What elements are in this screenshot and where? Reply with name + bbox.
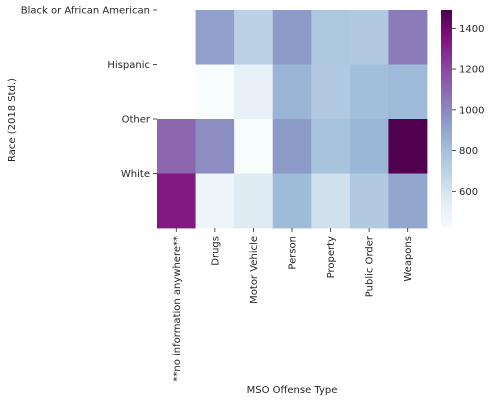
heatmap-cell bbox=[388, 119, 428, 174]
x-axis-label: MSO Offense Type bbox=[247, 385, 338, 396]
colorbar-tick-label: 1400 bbox=[459, 24, 484, 35]
y-axis-ticks: Black or African American Hispanic Other Wh… bbox=[21, 6, 157, 180]
heatmap-cell bbox=[272, 10, 312, 65]
x-axis-ticks: **no information anywhere** Drugs Motor Ve… bbox=[172, 228, 414, 382]
heatmap-cell bbox=[195, 10, 235, 65]
heatmap-cell bbox=[349, 119, 389, 174]
heatmap-cell bbox=[311, 119, 351, 174]
x-tick-label: Drugs bbox=[210, 236, 221, 266]
colorbar-tick-label: 600 bbox=[459, 187, 478, 198]
heatmap-cell bbox=[311, 10, 351, 65]
heatmap-cell bbox=[234, 173, 274, 229]
colorbar-tick-label: 1200 bbox=[459, 65, 484, 76]
heatmap-cell bbox=[349, 64, 389, 120]
heatmap-cell bbox=[234, 64, 274, 120]
colorbar-tick-label: 1000 bbox=[459, 105, 484, 116]
colorbar-gradient bbox=[441, 10, 452, 228]
heatmap-cells bbox=[157, 10, 428, 229]
colorbar-tick-label: 800 bbox=[459, 146, 478, 157]
heatmap-cell bbox=[349, 10, 389, 65]
heatmap-cell bbox=[195, 173, 235, 229]
x-tick-label: Motor Vehicle bbox=[249, 236, 260, 304]
y-tick-label: Other bbox=[122, 115, 151, 126]
y-tick-label: Black or African American bbox=[21, 6, 150, 17]
heatmap-cell bbox=[195, 64, 235, 120]
colorbar: 600 800 1000 1200 1400 bbox=[441, 10, 484, 228]
heatmap-cell bbox=[234, 10, 274, 65]
x-tick-label: Weapons bbox=[403, 236, 414, 282]
x-tick-label: Public Order bbox=[365, 235, 376, 297]
heatmap-cell bbox=[272, 64, 312, 120]
y-tick-label: White bbox=[121, 169, 150, 180]
colorbar-ticks: 600 800 1000 1200 1400 bbox=[452, 24, 484, 198]
heatmap-cell bbox=[388, 64, 428, 120]
heatmap-cell bbox=[272, 173, 312, 229]
y-tick-label: Hispanic bbox=[107, 60, 150, 71]
heatmap-cell bbox=[388, 173, 428, 229]
x-tick-label: Person bbox=[288, 236, 299, 270]
heatmap-cell bbox=[234, 119, 274, 174]
y-axis-label: Race (2018 Std.) bbox=[7, 78, 18, 162]
heatmap-cell bbox=[311, 173, 351, 229]
heatmap-cell bbox=[157, 119, 196, 174]
heatmap-cell bbox=[311, 64, 351, 120]
heatmap-cell bbox=[388, 10, 428, 65]
x-tick-label: Property bbox=[326, 236, 337, 278]
heatmap-cell bbox=[195, 119, 235, 174]
x-tick-label: **no information anywhere** bbox=[172, 236, 183, 382]
heatmap-cell bbox=[157, 173, 196, 229]
heatmap-cell bbox=[349, 173, 389, 229]
heatmap-cell bbox=[272, 119, 312, 174]
